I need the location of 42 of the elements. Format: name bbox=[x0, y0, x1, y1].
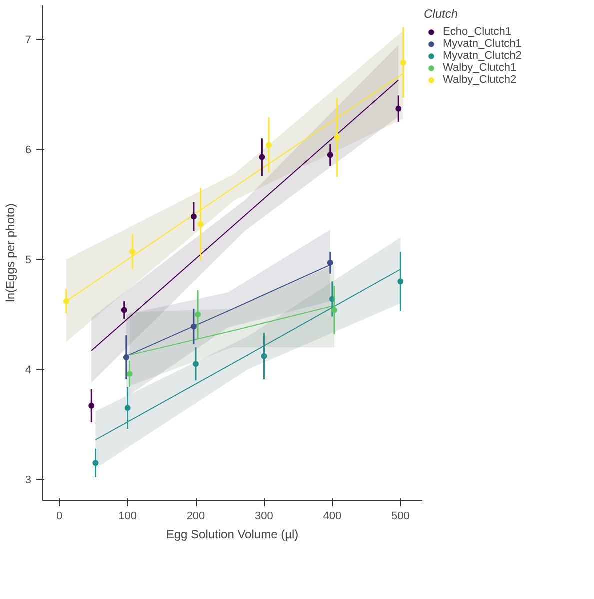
x-tick-label: 0 bbox=[56, 510, 63, 522]
legend-label: Myvatn_Clutch2 bbox=[443, 50, 522, 62]
legend-label: Myvatn_Clutch1 bbox=[443, 38, 522, 50]
point bbox=[126, 371, 133, 377]
point bbox=[398, 278, 404, 285]
point bbox=[334, 134, 340, 140]
point bbox=[190, 324, 197, 330]
x-tick-label: 500 bbox=[391, 510, 410, 522]
point bbox=[130, 248, 136, 255]
y-tick-label: 4 bbox=[25, 364, 32, 377]
point bbox=[124, 405, 131, 412]
point bbox=[261, 353, 268, 360]
legend-title: Clutch bbox=[424, 7, 460, 21]
point bbox=[400, 60, 406, 66]
point bbox=[193, 361, 199, 368]
point bbox=[63, 298, 70, 304]
point bbox=[266, 142, 272, 148]
point bbox=[121, 307, 128, 314]
point bbox=[190, 214, 197, 220]
y-tick-label: 7 bbox=[25, 34, 32, 47]
legend-label: Walby_Clutch1 bbox=[443, 62, 517, 74]
point bbox=[259, 154, 266, 160]
point bbox=[327, 152, 334, 158]
x-tick-label: 300 bbox=[255, 510, 274, 522]
y-tick-label: 3 bbox=[25, 474, 32, 487]
y-tick-label: 5 bbox=[25, 254, 32, 267]
legend-label: Echo_Clutch1 bbox=[443, 26, 512, 38]
point bbox=[396, 106, 402, 112]
y-axis-title: ln(Eggs per photo) bbox=[3, 204, 18, 302]
x-tick-label: 200 bbox=[186, 510, 206, 522]
point bbox=[123, 354, 130, 360]
point bbox=[195, 312, 202, 318]
legend-label: Walby_Clutch2 bbox=[443, 74, 517, 86]
point bbox=[331, 307, 338, 314]
point bbox=[92, 460, 99, 466]
x-tick-label: 400 bbox=[323, 510, 342, 522]
y-tick-label: 6 bbox=[25, 144, 32, 157]
point bbox=[88, 402, 95, 409]
point bbox=[198, 221, 204, 228]
x-tick-label: 100 bbox=[118, 510, 137, 522]
x-axis-title: Egg Solution Volume (µl) bbox=[166, 528, 299, 542]
point bbox=[327, 260, 334, 266]
